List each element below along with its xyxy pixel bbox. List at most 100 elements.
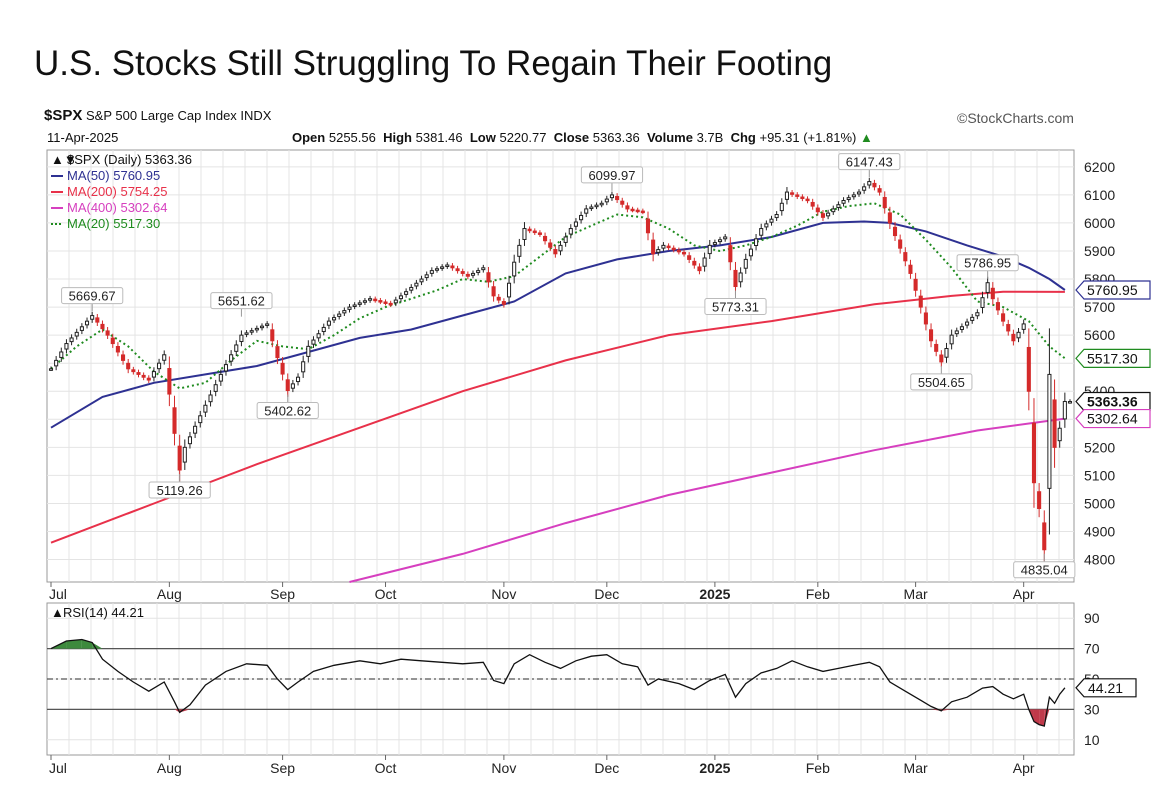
candle-body bbox=[352, 304, 357, 307]
candle-body bbox=[975, 312, 980, 317]
candle-body bbox=[357, 302, 362, 305]
candle-body bbox=[846, 197, 851, 201]
candle-body bbox=[460, 271, 465, 274]
price-annotation: 6099.97 bbox=[588, 168, 635, 183]
rsi-x-tick-label: Feb bbox=[806, 760, 830, 776]
candle-body bbox=[1042, 522, 1047, 551]
candle-body bbox=[532, 230, 537, 234]
y-tick-label: 5200 bbox=[1084, 439, 1115, 455]
candle-body bbox=[944, 348, 949, 358]
candle-body bbox=[985, 282, 990, 293]
rsi-x-tick-label: Dec bbox=[594, 760, 619, 776]
slide-title: U.S. Stocks Still Struggling To Regain T… bbox=[34, 44, 833, 83]
candle-body bbox=[74, 331, 79, 337]
candle-body bbox=[383, 301, 388, 304]
candle-body bbox=[229, 354, 234, 362]
y-tick-label: 5100 bbox=[1084, 467, 1115, 483]
candle-body bbox=[913, 278, 918, 291]
rsi-x-tick-label: Oct bbox=[375, 760, 397, 776]
value-tag-ma400: 5302.64 bbox=[1087, 411, 1138, 427]
candle-body bbox=[579, 214, 584, 221]
candle-body bbox=[373, 298, 378, 302]
candle-body bbox=[121, 354, 126, 361]
x-tick-label: Apr bbox=[1013, 586, 1035, 602]
candle-body bbox=[234, 344, 239, 352]
candle-body bbox=[445, 264, 450, 268]
annotation-box bbox=[580, 166, 644, 184]
candle-body bbox=[162, 354, 167, 361]
candle-body bbox=[748, 248, 753, 257]
rsi-title: RSI(14) 44.21 bbox=[63, 605, 144, 620]
annotation-box bbox=[61, 287, 124, 305]
price-annotation: 5402.62 bbox=[264, 404, 311, 419]
candle-body bbox=[1001, 313, 1006, 322]
candle-body bbox=[285, 379, 290, 392]
candle-body bbox=[609, 194, 615, 199]
ma50-line bbox=[50, 220, 1066, 429]
candle-body bbox=[79, 326, 84, 331]
ma200-line bbox=[50, 290, 1065, 544]
low-value: 5220.77 bbox=[499, 130, 547, 145]
change-value: +95.31 (+1.81%) bbox=[759, 130, 857, 145]
candle-body bbox=[347, 306, 352, 310]
candle-body bbox=[815, 207, 820, 213]
candle-body bbox=[270, 329, 275, 342]
rsi-overbought-fill bbox=[66, 639, 82, 649]
candle-body bbox=[1047, 373, 1052, 489]
candle-body bbox=[831, 208, 836, 213]
candle-body bbox=[764, 223, 769, 228]
candle-body bbox=[265, 323, 270, 326]
candle-body bbox=[429, 270, 434, 274]
candle-body bbox=[167, 368, 172, 395]
candle-body bbox=[826, 212, 831, 217]
candle-body bbox=[208, 394, 213, 403]
candle-body bbox=[84, 320, 90, 326]
candle-body bbox=[177, 445, 182, 471]
candle-body bbox=[522, 228, 527, 240]
candle-body bbox=[69, 337, 74, 343]
y-tick-label: 5000 bbox=[1084, 495, 1115, 511]
value-tag-box bbox=[1075, 391, 1151, 412]
x-tick-label: 2025 bbox=[699, 586, 730, 602]
candle-body bbox=[1031, 422, 1037, 484]
candle-body bbox=[398, 295, 404, 300]
candle-body bbox=[898, 239, 903, 249]
rsi-y-tick-label: 70 bbox=[1084, 641, 1100, 657]
candle-body bbox=[1067, 401, 1073, 404]
rsi-oversold-fill bbox=[1039, 709, 1045, 727]
candle-body bbox=[1021, 323, 1026, 330]
candle-body bbox=[316, 333, 321, 339]
price-annotation: 5504.65 bbox=[918, 375, 965, 390]
candle-body bbox=[203, 404, 208, 413]
candle-body bbox=[892, 226, 898, 237]
x-tick-label: Aug bbox=[157, 586, 182, 602]
annotation-box bbox=[704, 298, 767, 316]
y-tick-label: 4900 bbox=[1084, 524, 1115, 540]
candle-body bbox=[589, 206, 594, 210]
candle-body bbox=[146, 377, 151, 381]
candle-body bbox=[887, 212, 892, 224]
candle-body bbox=[970, 316, 975, 321]
legend-item-ma50: MA(50) 5760.95 bbox=[67, 168, 160, 183]
candle-body bbox=[48, 368, 54, 371]
annotation-box bbox=[910, 373, 973, 391]
symbol: $SPX bbox=[44, 107, 83, 124]
candle-body bbox=[419, 278, 424, 283]
candle-body bbox=[95, 317, 100, 323]
x-tick-label: Oct bbox=[375, 586, 397, 602]
annotation-box bbox=[148, 481, 211, 499]
candle-body bbox=[929, 329, 934, 342]
candle-body bbox=[553, 249, 558, 255]
candle-body bbox=[903, 252, 908, 262]
candle-body bbox=[311, 339, 316, 345]
candle-body bbox=[182, 446, 187, 463]
candle-body bbox=[440, 266, 445, 269]
rsi-x-tick-label: Apr bbox=[1013, 760, 1035, 776]
value-tag-box bbox=[1075, 348, 1151, 368]
x-tick-label: Nov bbox=[491, 586, 516, 602]
candle-body bbox=[378, 300, 383, 303]
candle-body bbox=[681, 251, 687, 255]
candle-body bbox=[136, 372, 141, 375]
candle-body bbox=[151, 371, 156, 378]
candle-body bbox=[1011, 333, 1016, 342]
